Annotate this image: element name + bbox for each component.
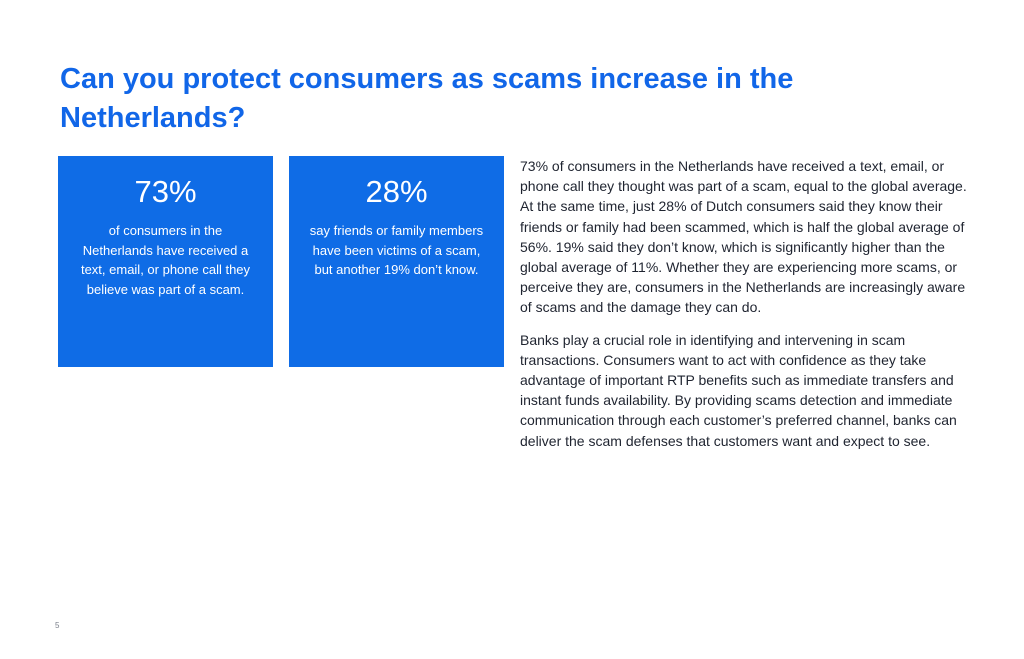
page-number: 5 [55, 621, 60, 630]
body-paragraph: Banks play a crucial role in identifying… [520, 331, 957, 449]
stat-value: 28% [365, 174, 428, 209]
stat-card-received-scam: 73% of consumers in the Netherlands have… [58, 156, 273, 367]
stat-card-victims: 28% say friends or family members have b… [289, 156, 504, 367]
stat-description: of consumers in the Netherlands have rec… [80, 223, 251, 297]
body-paragraph: 73% of consumers in the Netherlands have… [520, 158, 967, 316]
body-text: 73% of consumers in the Netherlands have… [520, 156, 970, 463]
stat-description: say friends or family members have been … [309, 223, 484, 277]
stat-value: 73% [134, 174, 197, 209]
page-title: Can you protect consumers as scams incre… [60, 63, 794, 134]
